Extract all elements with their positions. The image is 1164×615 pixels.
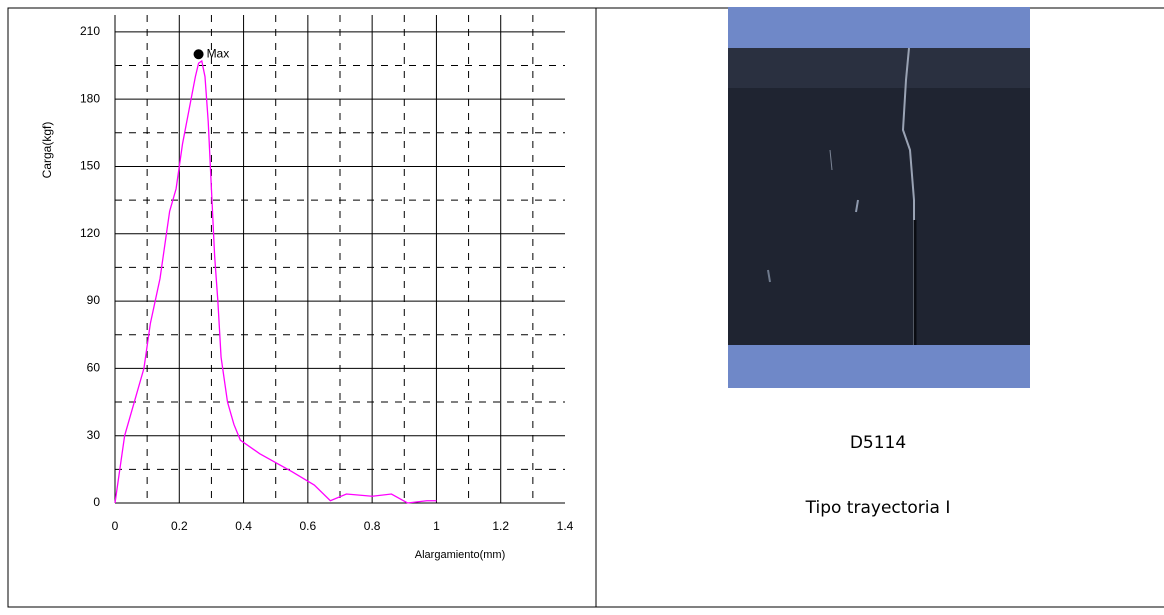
max-marker [193, 49, 204, 60]
x-tick-label: 1.4 [557, 519, 574, 533]
y-tick-label: 150 [80, 159, 100, 173]
max-label: Max [207, 46, 230, 60]
y-tick-label: 120 [80, 226, 100, 240]
data-line [114, 59, 437, 504]
left-cell [7, 7, 597, 608]
x-tick-label: 0.2 [171, 519, 188, 533]
y-tick-label: 90 [87, 293, 101, 307]
y-tick-label: 0 [93, 495, 100, 509]
y-tick-label: 60 [87, 361, 101, 375]
y-tick-label: 30 [87, 428, 101, 442]
x-tick-label: 0.6 [300, 519, 317, 533]
x-axis-label: Alargamiento(mm) [415, 549, 505, 561]
x-tick-label: 1 [433, 519, 440, 533]
x-tick-label: 0.8 [364, 519, 381, 533]
specimen-photo [728, 7, 1030, 388]
y-tick-label: 180 [80, 91, 100, 105]
caption-code: D5114 [850, 433, 906, 453]
x-tick-label: 0.4 [235, 519, 252, 533]
x-tick-label: 0 [112, 519, 119, 533]
caption-description: Tipo trayectoria I [805, 498, 951, 518]
y-axis-label: Carga(kgf) [40, 122, 54, 179]
y-tick-label: 210 [80, 24, 100, 38]
x-tick-label: 1.2 [492, 519, 509, 533]
